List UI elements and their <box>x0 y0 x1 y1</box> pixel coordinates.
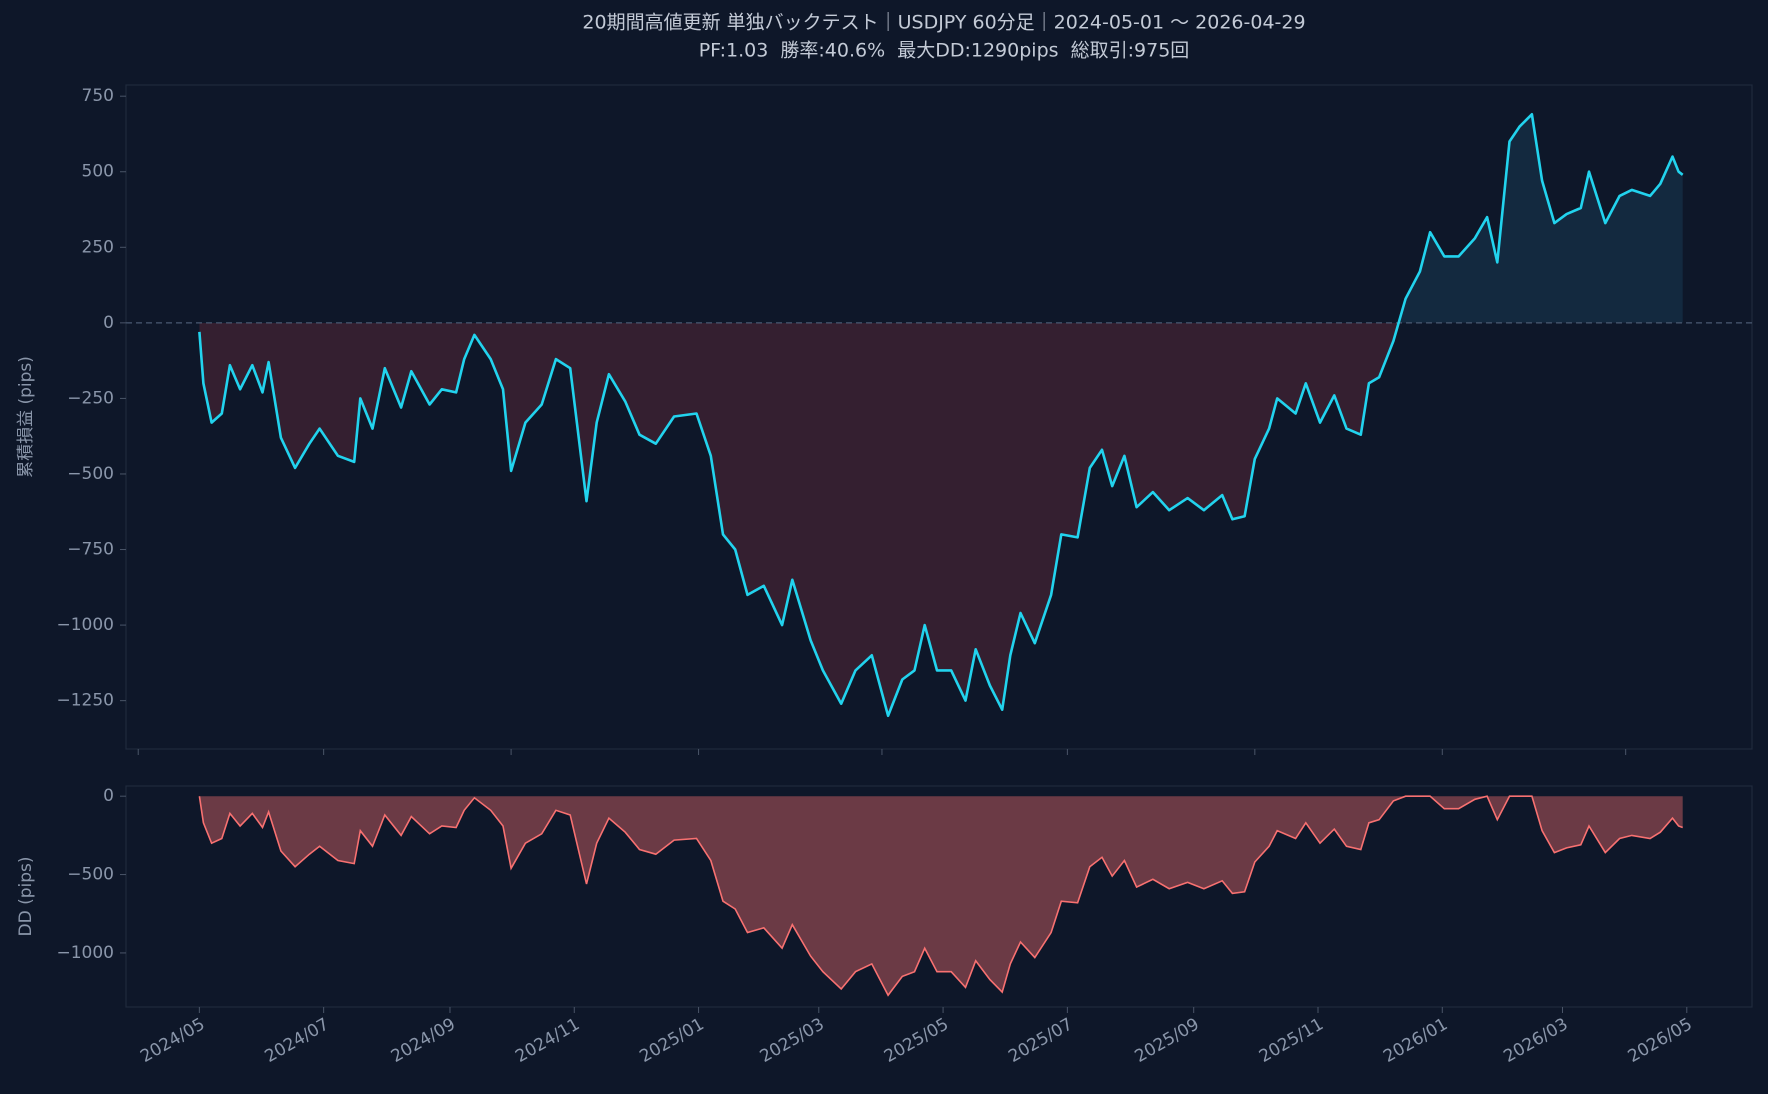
drawdown-area <box>199 796 1683 996</box>
y-tick-label: −1250 <box>56 691 114 711</box>
y-tick-label: −1000 <box>56 943 114 963</box>
y-tick-label: −1000 <box>56 615 114 635</box>
equity-line <box>198 113 1684 718</box>
y-tick-label: 250 <box>82 237 114 257</box>
y-tick-label: 500 <box>82 162 114 182</box>
drawdown-line <box>198 795 1683 997</box>
y-tick-label: 750 <box>82 86 114 106</box>
y-tick-label: −750 <box>67 540 114 560</box>
chart-subtitle: PF:1.03 勝率:40.6% 最大DD:1290pips 総取引:975回 <box>699 40 1190 62</box>
y-tick-label: −500 <box>67 464 114 484</box>
y-axis-label: 累積損益 (pips) <box>16 356 36 478</box>
plot-area <box>125 84 1753 750</box>
y-tick-label: −250 <box>67 388 114 408</box>
y-tick-label: 0 <box>103 786 114 806</box>
y-axis-label: DD (pips) <box>16 856 36 936</box>
loss-area <box>199 322 1399 716</box>
y-tick-label: −500 <box>67 865 114 885</box>
y-tick-label: 0 <box>103 313 114 333</box>
plot-area <box>125 785 1753 1008</box>
chart-title: 20期間高値更新 単独バックテスト｜USDJPY 60分足｜2024-05-01… <box>582 12 1305 34</box>
